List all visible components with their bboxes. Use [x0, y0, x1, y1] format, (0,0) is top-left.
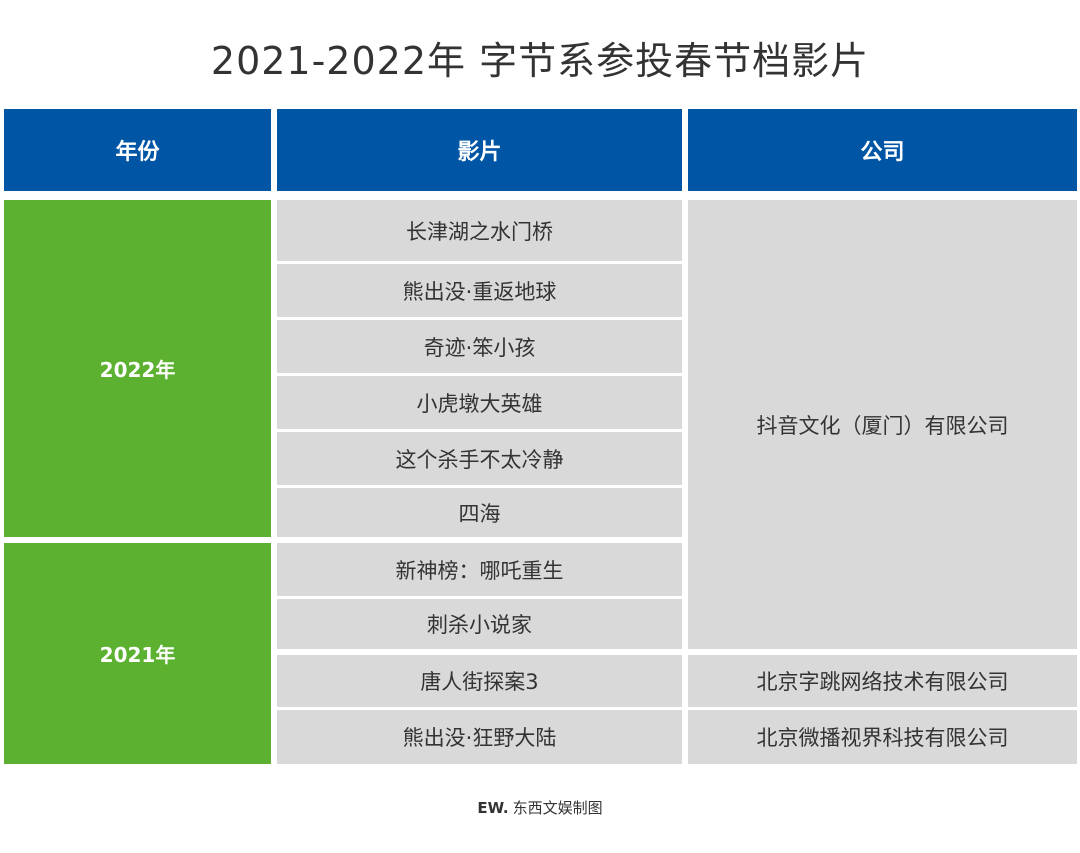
header-film: 影片 [277, 109, 682, 191]
film-cell: 唐人街探案3 [277, 655, 682, 707]
year-cell-2022: 2022年 [4, 200, 271, 537]
header-year: 年份 [4, 109, 271, 191]
footer-text: 东西文娱制图 [512, 799, 603, 817]
year-cell-2021: 2021年 [4, 543, 271, 764]
film-cell: 长津湖之水门桥 [277, 200, 682, 261]
company-cell: 抖音文化（厦门）有限公司 [688, 200, 1077, 649]
film-cell: 熊出没·狂野大陆 [277, 710, 682, 764]
company-cell: 北京字跳网络技术有限公司 [688, 655, 1077, 707]
footer-credit: EW. 东西文娱制图 [0, 797, 1080, 818]
film-cell: 新神榜：哪吒重生 [277, 543, 682, 596]
film-cell: 四海 [277, 488, 682, 537]
film-cell: 熊出没·重返地球 [277, 264, 682, 317]
film-cell: 小虎墩大英雄 [277, 376, 682, 429]
film-cell: 刺杀小说家 [277, 599, 682, 649]
header-company: 公司 [688, 109, 1077, 191]
company-cell: 北京微播视界科技有限公司 [688, 710, 1077, 764]
film-cell: 这个杀手不太冷静 [277, 432, 682, 485]
film-cell: 奇迹·笨小孩 [277, 320, 682, 373]
brand-logo: EW. [477, 799, 509, 817]
page-title: 2021-2022年 字节系参投春节档影片 [210, 39, 870, 83]
